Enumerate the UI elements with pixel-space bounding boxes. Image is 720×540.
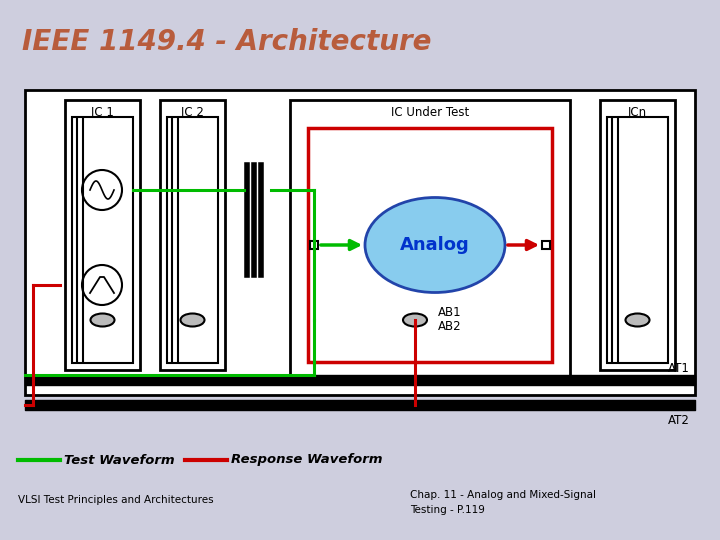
Ellipse shape bbox=[626, 314, 649, 327]
Text: Analog: Analog bbox=[400, 236, 470, 254]
Text: AB2: AB2 bbox=[438, 321, 462, 334]
Bar bbox=[310, 241, 318, 249]
Text: Testing - P.119: Testing - P.119 bbox=[410, 505, 485, 515]
Text: ICn: ICn bbox=[628, 106, 647, 119]
Bar bbox=[25, 90, 695, 395]
Circle shape bbox=[82, 170, 122, 210]
Ellipse shape bbox=[91, 314, 114, 327]
Text: VLSI Test Principles and Architectures: VLSI Test Principles and Architectures bbox=[18, 495, 214, 505]
Bar bbox=[160, 100, 225, 370]
Ellipse shape bbox=[403, 314, 427, 327]
Text: IC Under Test: IC Under Test bbox=[391, 106, 469, 119]
Bar bbox=[308, 128, 552, 362]
Bar bbox=[600, 100, 675, 370]
Text: AB1: AB1 bbox=[438, 307, 462, 320]
Text: AT1: AT1 bbox=[668, 362, 690, 375]
Text: Chap. 11 - Analog and Mixed-Signal: Chap. 11 - Analog and Mixed-Signal bbox=[410, 490, 596, 500]
Bar bbox=[290, 100, 570, 380]
Text: AT2: AT2 bbox=[668, 414, 690, 427]
Bar bbox=[542, 241, 550, 249]
Text: Response Waveform: Response Waveform bbox=[231, 454, 382, 467]
Bar bbox=[607, 117, 668, 363]
Ellipse shape bbox=[181, 314, 204, 327]
Circle shape bbox=[82, 265, 122, 305]
Text: IC 2: IC 2 bbox=[181, 106, 204, 119]
Bar bbox=[167, 117, 218, 363]
Text: IEEE 1149.4 - Architecture: IEEE 1149.4 - Architecture bbox=[22, 28, 431, 56]
Bar bbox=[65, 100, 140, 370]
Text: Test Waveform: Test Waveform bbox=[64, 454, 175, 467]
Text: IC 1: IC 1 bbox=[91, 106, 114, 119]
Ellipse shape bbox=[365, 198, 505, 293]
Bar bbox=[72, 117, 133, 363]
